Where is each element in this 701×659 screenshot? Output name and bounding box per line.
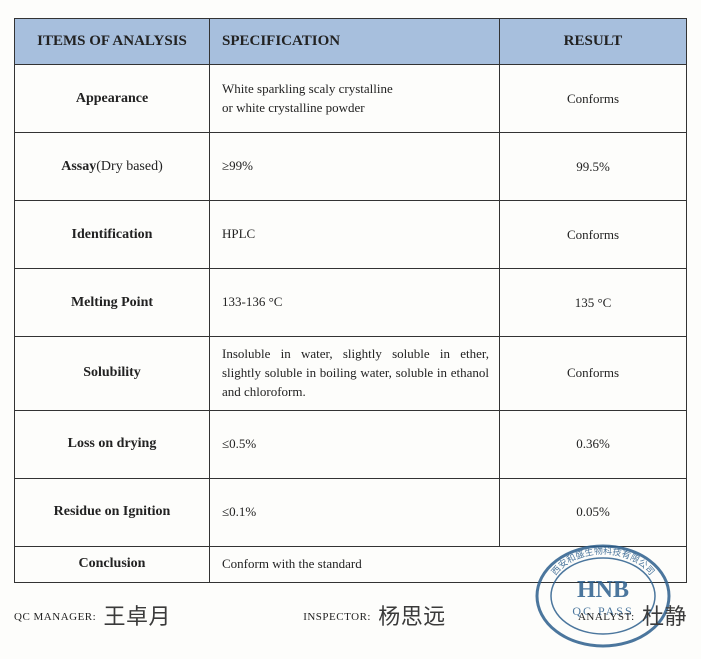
table-row: Assay(Dry based)≥99%99.5% <box>15 133 687 201</box>
table-row: Loss on drying ≤0.5%0.36% <box>15 410 687 478</box>
qc-manager-block: QC MANAGER: 王卓月 <box>14 599 171 631</box>
header-spec: SPECIFICATION <box>210 19 500 65</box>
result-cell: 0.36% <box>500 410 687 478</box>
item-bold: Solubility <box>83 365 141 380</box>
table-header-row: ITEMS OF ANALYSIS SPECIFICATION RESULT <box>15 19 687 65</box>
inspector-signature: 杨思远 <box>374 604 446 629</box>
spec-cell: Insoluble in water, slightly soluble in … <box>210 337 500 411</box>
qc-manager-label: QC MANAGER: <box>14 611 96 623</box>
item-bold: Melting Point <box>71 295 153 310</box>
result-cell: Conforms <box>500 201 687 269</box>
result-cell: 99.5% <box>500 133 687 201</box>
item-bold: Loss on drying <box>68 436 157 451</box>
analyst-label: ANALYST: <box>578 611 635 623</box>
table-row: Appearance White sparkling scaly crystall… <box>15 65 687 133</box>
item-cell: Assay(Dry based) <box>15 133 210 201</box>
spec-cell: 133-136 °C <box>210 269 500 337</box>
item-cell: Appearance <box>15 65 210 133</box>
signature-row: QC MANAGER: 王卓月 INSPECTOR: 杨思远 ANALYST: … <box>14 599 687 631</box>
result-cell: 135 °C <box>500 269 687 337</box>
inspector-label: INSPECTOR: <box>303 611 371 623</box>
item-cell: Loss on drying <box>15 410 210 478</box>
spec-cell: ≥99% <box>210 133 500 201</box>
conclusion-label-text: Conclusion <box>79 556 146 571</box>
item-plain: (Dry based) <box>96 159 162 174</box>
item-cell: Melting Point <box>15 269 210 337</box>
coa-table: ITEMS OF ANALYSIS SPECIFICATION RESULT A… <box>14 18 687 583</box>
header-items: ITEMS OF ANALYSIS <box>15 19 210 65</box>
item-cell: Residue on Ignition <box>15 478 210 546</box>
result-cell: Conforms <box>500 65 687 133</box>
analyst-signature: 杜静 <box>638 604 687 629</box>
spec-cell: ≤0.5% <box>210 410 500 478</box>
result-cell: 0.05% <box>500 478 687 546</box>
result-cell: Conforms <box>500 337 687 411</box>
item-bold: Assay <box>61 159 96 174</box>
conclusion-text: Conform with the standard <box>210 546 687 582</box>
item-bold: Appearance <box>76 91 148 106</box>
item-cell: Solubility <box>15 337 210 411</box>
item-bold: Identification <box>72 227 153 242</box>
spec-cell: ≤0.1% <box>210 478 500 546</box>
header-result: RESULT <box>500 19 687 65</box>
qc-manager-signature: 王卓月 <box>99 604 171 629</box>
inspector-block: INSPECTOR: 杨思远 <box>303 599 446 631</box>
table-row: Identification HPLCConforms <box>15 201 687 269</box>
conclusion-label: Conclusion <box>15 546 210 582</box>
table-row: Melting Point 133-136 °C135 °C <box>15 269 687 337</box>
conclusion-row: Conclusion Conform with the standard <box>15 546 687 582</box>
analyst-block: ANALYST: 杜静 <box>578 599 687 631</box>
item-cell: Identification <box>15 201 210 269</box>
spec-cell: HPLC <box>210 201 500 269</box>
spec-cell: White sparkling scaly crystallineor whit… <box>210 65 500 133</box>
item-bold: Residue on Ignition <box>54 504 171 519</box>
table-row: Residue on Ignition ≤0.1%0.05% <box>15 478 687 546</box>
table-row: Solubility Insoluble in water, slightly s… <box>15 337 687 411</box>
